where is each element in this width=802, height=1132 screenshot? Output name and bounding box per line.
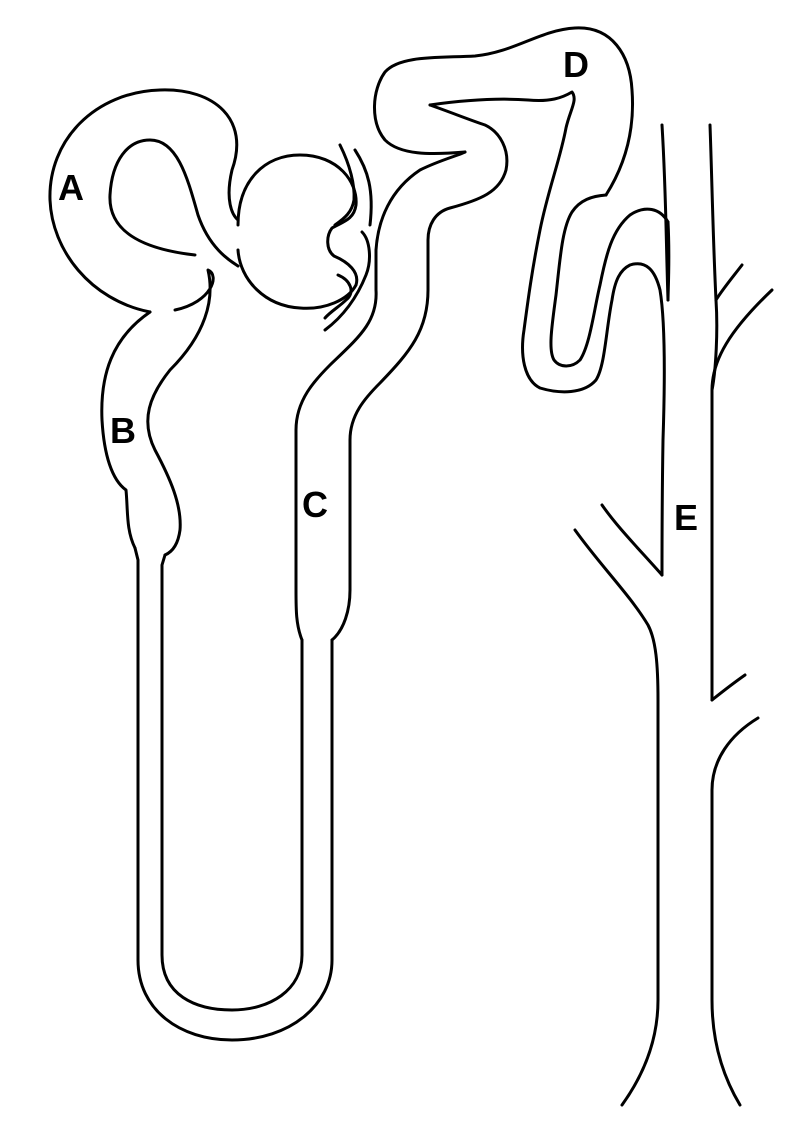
ascending-limb-left-wall (294, 150, 467, 642)
proximal-straight-outer-wall (100, 310, 152, 550)
collecting-duct-side-branch-upper-2 (710, 288, 774, 392)
label-b: B (110, 410, 136, 451)
efferent-arteriole (323, 273, 353, 320)
loop-of-henle-descending-inner (160, 553, 304, 1012)
ascending-limb-right-wall (330, 103, 509, 642)
bowmans-capsule (236, 153, 359, 310)
collecting-duct-side-branch-lower (710, 673, 747, 702)
arteriole-branch-1 (353, 148, 373, 227)
collecting-duct-lower-right-wall (710, 716, 760, 1107)
collecting-duct-left-wall (660, 123, 670, 302)
connecting-tubule-wall (666, 220, 671, 302)
proximal-straight-inner-wall (146, 268, 215, 557)
collecting-duct-right-wall (708, 123, 719, 702)
collecting-duct-lower-left-wall (600, 503, 664, 577)
arteriole-branch-2 (323, 230, 371, 332)
proximal-tubule-outer-wall (48, 88, 240, 314)
proximal-tubule-inner-wall (108, 138, 240, 268)
collecting-duct-branch-merge (573, 528, 660, 1107)
distal-tubule-outer-wall (373, 26, 634, 197)
label-d: D (563, 44, 589, 85)
label-c: C (302, 484, 328, 525)
distal-tubule-return-wall (549, 193, 670, 368)
afferent-arteriole (333, 143, 356, 227)
label-a: A (58, 167, 84, 208)
collecting-duct-side-branch-upper (714, 263, 744, 302)
distal-tubule-inner-wall (428, 90, 666, 577)
label-e: E (674, 497, 699, 538)
loop-of-henle-descending-outer (133, 546, 334, 1042)
